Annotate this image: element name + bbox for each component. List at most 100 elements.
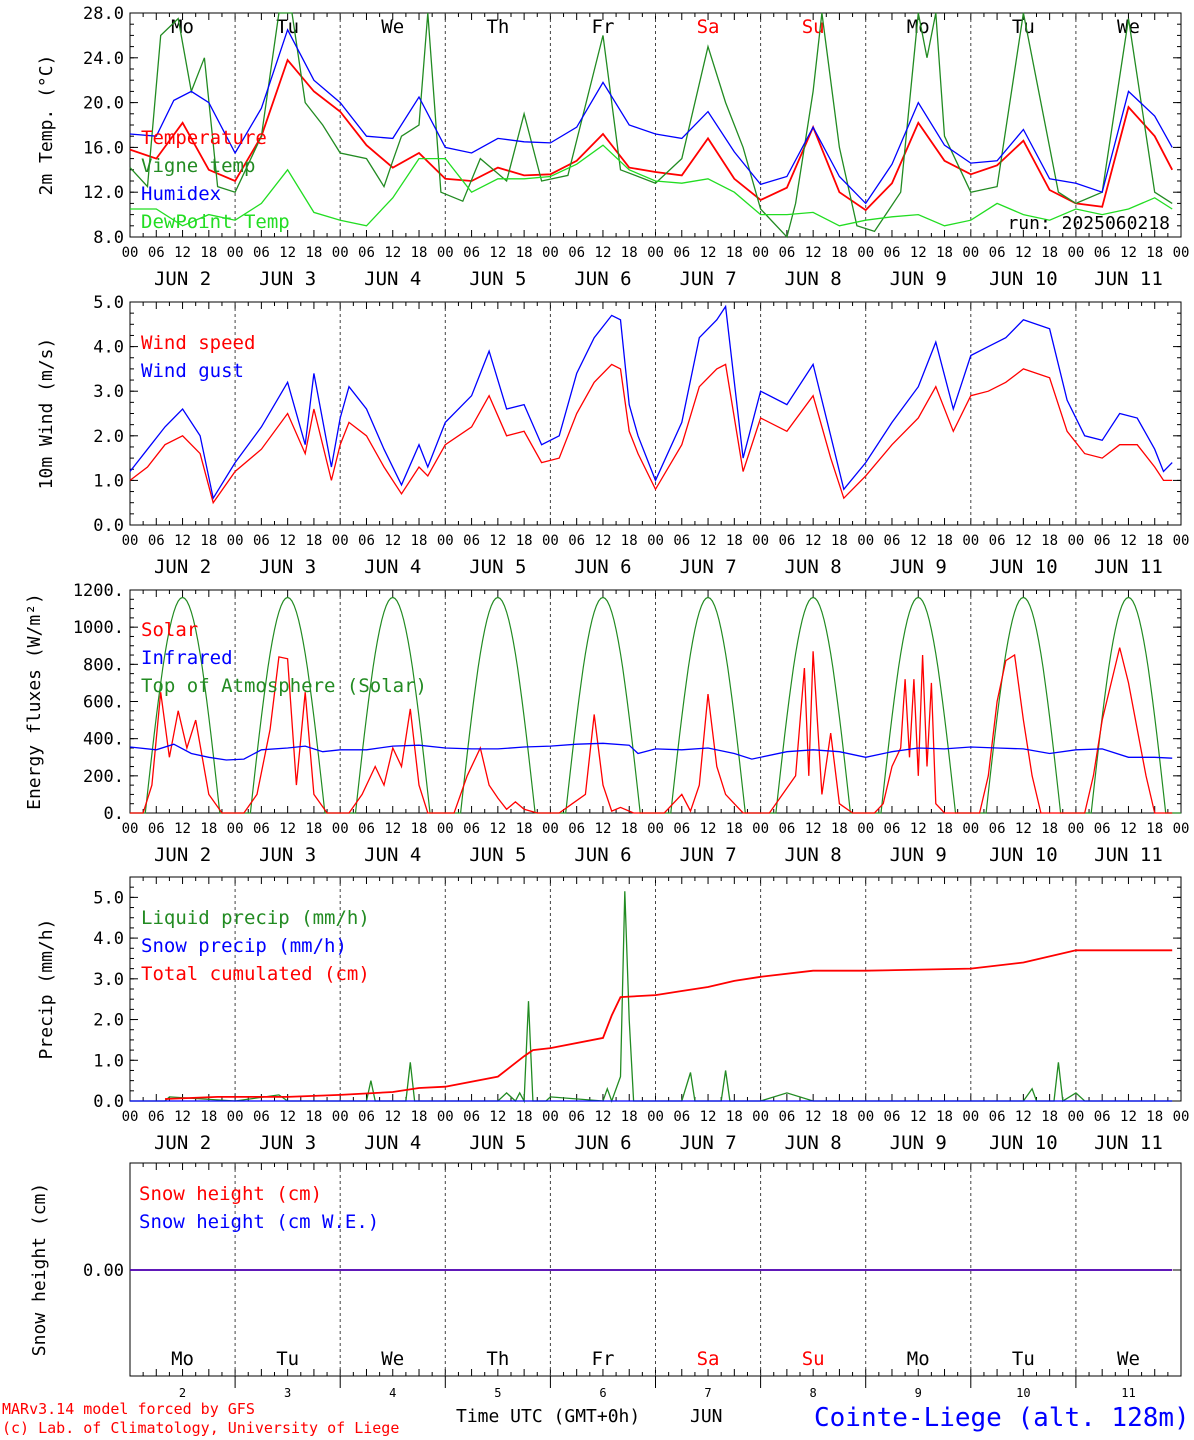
day-number: 4 bbox=[389, 1386, 396, 1400]
legend-entry: Humidex bbox=[141, 183, 221, 205]
x-hour-label: 06 bbox=[1094, 821, 1111, 837]
x-date-label: JUN 10 bbox=[989, 844, 1058, 866]
y-tick-label: 0.0 bbox=[93, 1092, 124, 1112]
x-hour-label: 00 bbox=[227, 533, 244, 549]
x-hour-label: 18 bbox=[831, 245, 848, 261]
x-hour-label: 00 bbox=[647, 533, 664, 549]
x-date-label: JUN 5 bbox=[469, 1132, 526, 1154]
legend-entry: Temperature bbox=[141, 127, 267, 149]
x-hour-label: 12 bbox=[1120, 245, 1137, 261]
x-hour-label: 06 bbox=[148, 1109, 165, 1125]
x-date-label: JUN 11 bbox=[1094, 556, 1163, 578]
x-hour-label: 18 bbox=[411, 533, 428, 549]
day-name: We bbox=[1117, 16, 1140, 38]
day-number: 7 bbox=[704, 1386, 711, 1400]
x-hour-label: 18 bbox=[831, 1109, 848, 1125]
x-hour-label: 18 bbox=[305, 1109, 322, 1125]
x-hour-label: 12 bbox=[489, 1109, 506, 1125]
y-tick-label: 28.0 bbox=[83, 4, 124, 24]
legend-entry: Solar bbox=[141, 619, 198, 641]
x-hour-label: 06 bbox=[253, 533, 270, 549]
x-date-label: JUN 3 bbox=[259, 268, 316, 290]
day-number: 2 bbox=[179, 1386, 186, 1400]
x-hour-label: 00 bbox=[437, 1109, 454, 1125]
x-hour-label: 00 bbox=[437, 821, 454, 837]
x-hour-label: 00 bbox=[542, 245, 559, 261]
y-tick-label: 24.0 bbox=[83, 49, 124, 69]
x-date-label: JUN 6 bbox=[574, 556, 631, 578]
x-hour-label: 06 bbox=[568, 1109, 585, 1125]
y-tick-label: 2.0 bbox=[93, 427, 124, 447]
day-name: Tu bbox=[1012, 16, 1035, 38]
x-hour-label: 06 bbox=[778, 1109, 795, 1125]
y-axis-label: Precip (mm/h) bbox=[36, 919, 57, 1060]
x-hour-label: 00 bbox=[962, 1109, 979, 1125]
x-hour-label: 18 bbox=[200, 245, 217, 261]
x-hour-label: 18 bbox=[726, 1109, 743, 1125]
x-hour-label: 00 bbox=[227, 245, 244, 261]
x-hour-label: 06 bbox=[253, 245, 270, 261]
day-name: We bbox=[1117, 1348, 1140, 1370]
x-hour-label: 18 bbox=[621, 533, 638, 549]
x-hour-label: 18 bbox=[936, 245, 953, 261]
day-name: Sa bbox=[697, 16, 720, 38]
day-name: We bbox=[381, 1348, 404, 1370]
x-hour-label: 06 bbox=[778, 245, 795, 261]
x-date-label: JUN 2 bbox=[154, 1132, 211, 1154]
x-hour-label: 00 bbox=[857, 245, 874, 261]
x-date-label: JUN 8 bbox=[785, 268, 842, 290]
x-hour-label: 12 bbox=[279, 821, 296, 837]
day-number: 6 bbox=[599, 1386, 606, 1400]
x-hour-label: 00 bbox=[1173, 1109, 1190, 1125]
x-hour-label: 00 bbox=[962, 533, 979, 549]
series-line-humidex bbox=[129, 28, 1173, 205]
y-tick-label: 5.0 bbox=[93, 293, 124, 313]
y-tick-label: 200. bbox=[83, 767, 124, 787]
x-hour-label: 18 bbox=[411, 1109, 428, 1125]
x-hour-label: 18 bbox=[1041, 533, 1058, 549]
x-hour-label: 18 bbox=[516, 533, 533, 549]
x-hour-label: 18 bbox=[831, 821, 848, 837]
x-hour-label: 18 bbox=[516, 1109, 533, 1125]
x-date-label: JUN 5 bbox=[469, 844, 526, 866]
x-hour-label: 06 bbox=[358, 533, 375, 549]
legend-entry: Vigne temp bbox=[141, 155, 255, 177]
y-axis-label: Snow height (cm) bbox=[29, 1183, 50, 1356]
x-hour-label: 18 bbox=[200, 533, 217, 549]
x-hour-label: 06 bbox=[989, 533, 1006, 549]
x-hour-label: 00 bbox=[857, 821, 874, 837]
x-hour-label: 00 bbox=[437, 533, 454, 549]
legend-entry: Snow height (cm) bbox=[139, 1183, 322, 1205]
x-date-label: JUN 9 bbox=[890, 556, 947, 578]
y-tick-label: 12.0 bbox=[83, 183, 124, 203]
x-hour-label: 12 bbox=[805, 245, 822, 261]
x-hour-label: 12 bbox=[700, 1109, 717, 1125]
plot-frame-1 bbox=[129, 12, 1182, 238]
x-hour-label: 18 bbox=[1041, 245, 1058, 261]
y-tick-label: 2.0 bbox=[93, 1011, 124, 1031]
x-hour-label: 18 bbox=[621, 821, 638, 837]
legend-entry: Wind speed bbox=[141, 332, 255, 354]
y-axis-label: Energy fluxes (W/m²) bbox=[24, 593, 45, 810]
x-hour-label: 00 bbox=[752, 821, 769, 837]
x-hour-label: 00 bbox=[1067, 533, 1084, 549]
x-hour-label: 12 bbox=[174, 533, 191, 549]
x-hour-label: 18 bbox=[936, 533, 953, 549]
x-hour-label: 00 bbox=[647, 821, 664, 837]
x-hour-label: 06 bbox=[673, 245, 690, 261]
y-axis-label: 10m Wind (m/s) bbox=[36, 338, 57, 490]
x-date-label: JUN 4 bbox=[364, 844, 421, 866]
x-hour-label: 12 bbox=[595, 821, 612, 837]
x-hour-label: 12 bbox=[489, 245, 506, 261]
y-tick-label: 1200. bbox=[73, 581, 124, 601]
x-hour-label: 06 bbox=[568, 821, 585, 837]
x-hour-label: 00 bbox=[1173, 821, 1190, 837]
day-name: Fr bbox=[592, 16, 615, 38]
x-date-label: JUN 4 bbox=[364, 556, 421, 578]
x-hour-label: 12 bbox=[384, 821, 401, 837]
x-hour-label: 12 bbox=[1120, 533, 1137, 549]
x-hour-label: 00 bbox=[332, 533, 349, 549]
x-hour-label: 00 bbox=[542, 533, 559, 549]
x-hour-label: 12 bbox=[279, 1109, 296, 1125]
x-hour-label: 12 bbox=[700, 821, 717, 837]
